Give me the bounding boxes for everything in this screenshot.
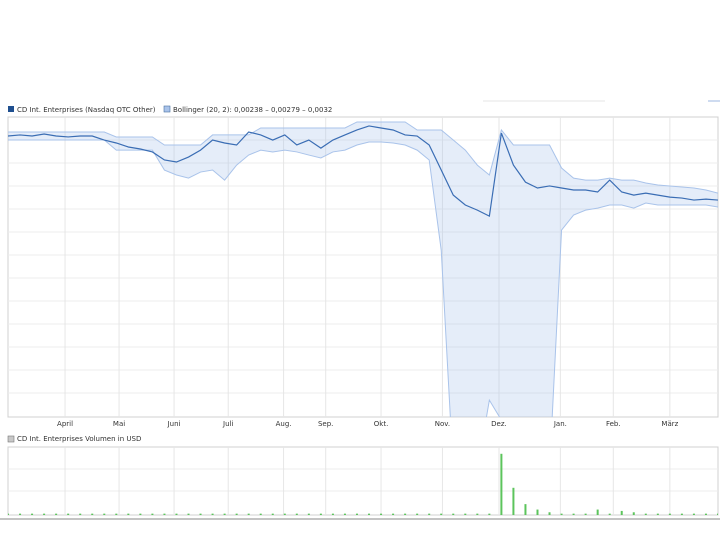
volume-bar — [259, 513, 262, 515]
x-tick-label: Mai — [113, 420, 125, 428]
band-upper — [8, 121, 718, 194]
plot-area — [7, 116, 719, 418]
volume-bar — [512, 487, 515, 515]
volume-bar — [584, 513, 587, 515]
volume-bar — [8, 513, 9, 515]
volume-bar — [596, 509, 599, 515]
volume-bar — [692, 513, 695, 515]
volume-bar — [404, 513, 407, 515]
volume-bar — [211, 513, 214, 515]
volume-bar — [452, 513, 455, 515]
volume-bar — [548, 512, 551, 515]
volume-bar — [392, 513, 395, 515]
volume-bar — [368, 513, 371, 515]
volume-bar — [67, 513, 70, 515]
price-line — [8, 125, 718, 218]
volume-bar — [440, 513, 443, 515]
legend-label: Bollinger (20, 2): 0,00238 – 0,00279 – 0… — [173, 106, 332, 114]
volume-bar — [680, 513, 683, 515]
volume-bar — [717, 513, 718, 515]
volume-bar — [416, 513, 419, 515]
volume-bar — [283, 513, 286, 515]
volume-bar — [644, 513, 647, 515]
legend-swatch — [163, 105, 171, 113]
volume-bar — [19, 513, 22, 515]
volume-bar — [115, 513, 118, 515]
volume-bar — [608, 513, 611, 515]
legend-swatch — [7, 435, 15, 443]
volume-bar — [355, 513, 358, 515]
x-tick-label: Juni — [167, 420, 181, 428]
x-tick-label: März — [661, 420, 678, 428]
legend-swatch — [8, 106, 14, 112]
volume-bar — [295, 513, 298, 515]
volume-bar — [79, 513, 82, 515]
volume-bar — [235, 513, 238, 515]
x-tick-label: Juli — [222, 420, 233, 428]
x-tick-label: Sep. — [318, 420, 333, 428]
volume-bar — [43, 513, 46, 515]
volume-bar — [307, 513, 310, 515]
volume-bar — [199, 513, 202, 515]
volume-bar — [223, 513, 226, 515]
legend-label: CD Int. Enterprises Volumen in USD — [17, 435, 141, 443]
x-tick-label: April — [57, 420, 73, 428]
volume-bar — [187, 513, 190, 515]
volume-bar — [488, 513, 491, 515]
volume-bar — [331, 513, 334, 515]
x-tick-label: Nov. — [435, 420, 450, 428]
volume-bar — [536, 509, 539, 515]
volume-bar — [247, 513, 250, 515]
volume-bar — [668, 513, 671, 515]
band-fill — [8, 121, 718, 417]
volume-bar — [163, 513, 166, 515]
volume-bar — [380, 513, 383, 515]
volume-bar — [103, 513, 106, 515]
volume-plot — [8, 453, 718, 515]
main-plot — [8, 121, 718, 417]
volume-bar — [319, 513, 322, 515]
x-tick-label: Feb. — [606, 420, 621, 428]
x-tick-label: Dez. — [491, 420, 507, 428]
x-tick-label: Okt. — [374, 420, 389, 428]
volume-bar — [632, 512, 635, 515]
x-tick-label: Jan. — [553, 420, 567, 428]
volume-bar — [464, 513, 467, 515]
volume-bar — [560, 513, 563, 515]
layer: April Mai Juni Juli Aug. Sep. Okt. Nov. Dez. Jan.… — [8, 117, 718, 515]
volume-bar — [524, 504, 527, 515]
volume-bar — [271, 513, 274, 515]
volume-bar — [500, 453, 503, 515]
volume-bar — [31, 513, 34, 515]
volume-bar — [476, 513, 479, 515]
volume-bar — [55, 513, 58, 515]
volume-area — [7, 446, 719, 516]
volume-bar — [91, 513, 94, 515]
volume-bar — [620, 510, 623, 515]
volume-bar — [139, 513, 142, 515]
volume-bar — [343, 513, 346, 515]
volume-bar — [656, 513, 659, 515]
x-tick-label: Aug. — [276, 420, 292, 428]
band-lower — [8, 139, 718, 417]
volume-bar — [428, 513, 431, 515]
volume-bar — [704, 513, 707, 515]
volume-bar — [151, 513, 154, 515]
volume-bar — [175, 513, 178, 515]
volume-bar — [127, 513, 130, 515]
legend-label: CD Int. Enterprises (Nasdaq OTC Other) — [17, 106, 156, 114]
volume-bar — [572, 513, 575, 515]
